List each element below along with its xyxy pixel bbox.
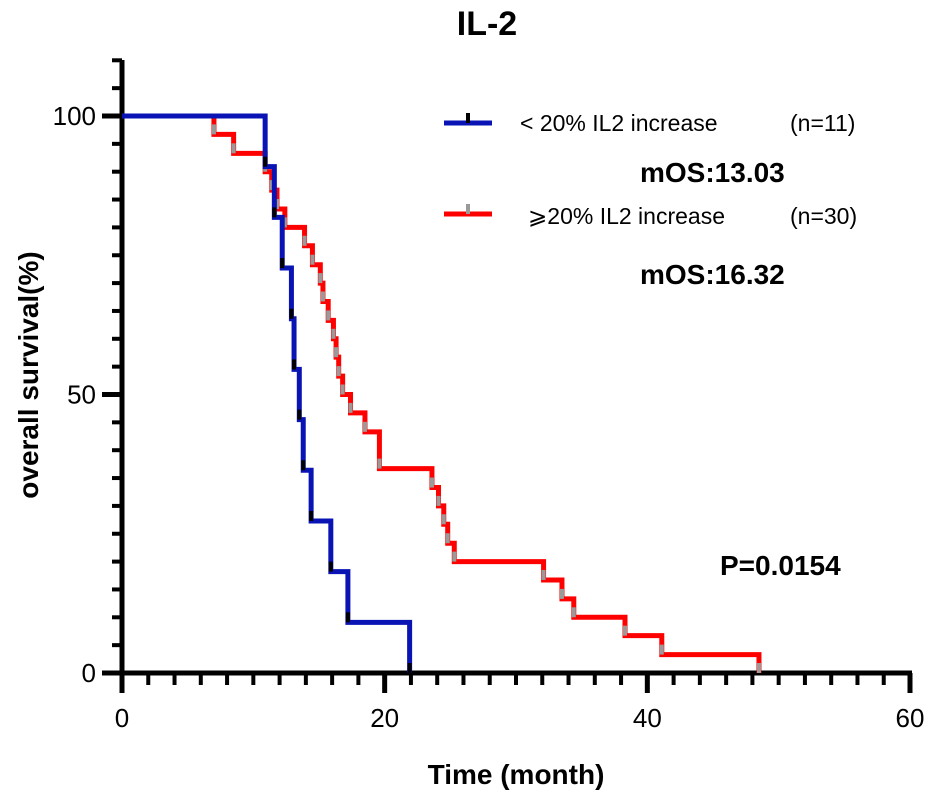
x-axis-label: Time (month)	[428, 759, 605, 790]
axes	[102, 58, 913, 693]
y-tick-label: 0	[82, 658, 96, 688]
survival-curve-blue	[122, 113, 413, 673]
x-tick-label: 0	[115, 703, 129, 733]
x-tick-label: 20	[370, 703, 399, 733]
x-tick-label: 40	[633, 703, 662, 733]
legend-label-blue: < 20% IL2 increase	[520, 110, 718, 136]
series-layer	[122, 113, 762, 673]
p-value: P=0.0154	[720, 550, 841, 581]
y-axis-label: overall survival(%)	[13, 251, 44, 498]
tick-labels: 0 20 40 60 0 50 100	[53, 101, 925, 733]
x-tick-label: 60	[896, 703, 925, 733]
legend: < 20% IL2 increase (n=11) mOS:13.03 ⩾20%…	[444, 110, 857, 290]
median-label-red: mOS:16.32	[640, 259, 785, 290]
y-tick-label: 50	[67, 380, 96, 410]
legend-n-red: (n=30)	[790, 203, 857, 229]
survival-curve-red	[122, 113, 762, 673]
legend-label-red: ⩾20% IL2 increase	[528, 203, 725, 229]
legend-n-blue: (n=11)	[790, 110, 855, 136]
median-label-blue: mOS:13.03	[640, 157, 785, 188]
y-tick-label: 100	[53, 101, 96, 131]
chart-title: IL-2	[457, 5, 517, 43]
